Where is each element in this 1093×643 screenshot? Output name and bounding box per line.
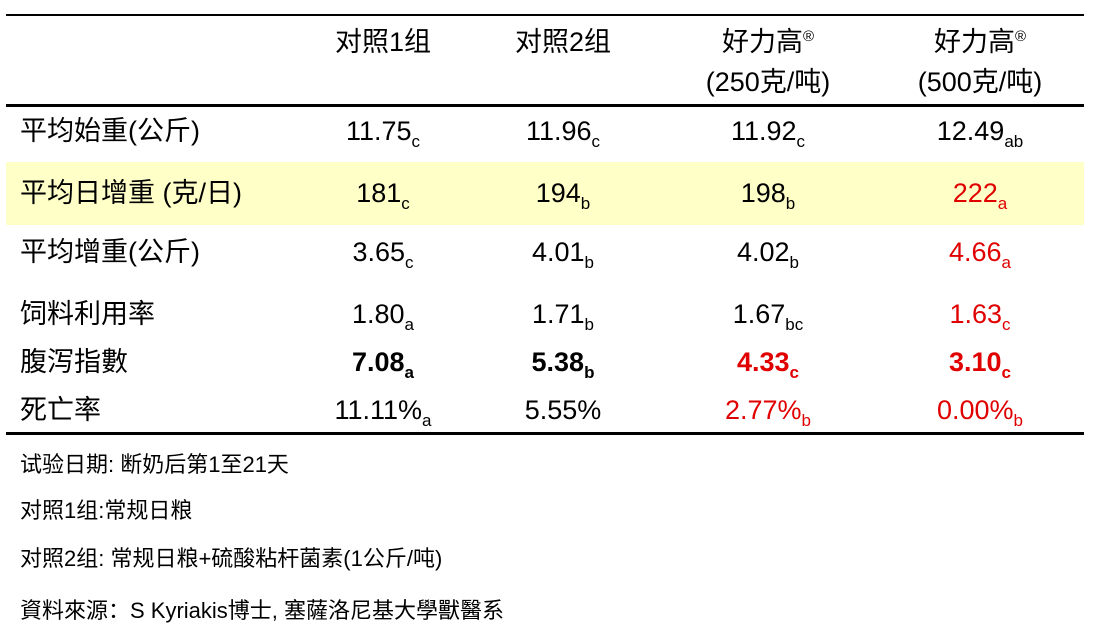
- table-cell: 4.02b: [736, 237, 800, 272]
- header-product-name: 好力高: [721, 27, 803, 57]
- table-cell: 11.75c: [345, 116, 421, 151]
- table-top-rule: [6, 14, 1084, 16]
- table-cell: 12.49ab: [936, 116, 1024, 151]
- table-cell: 1.71b: [531, 299, 595, 334]
- header-product-dose: (250克/吨): [705, 67, 831, 97]
- table-cell: 2.77%b: [724, 395, 812, 430]
- row-label-total-gain: 平均增重(公斤): [20, 237, 200, 267]
- table-cell: 5.38b: [531, 347, 595, 382]
- registered-mark: ®: [802, 28, 815, 45]
- table-cell: 1.63c: [949, 299, 1011, 334]
- header-product-250: 好力高® (250克/吨): [706, 22, 831, 102]
- table-cell: 194b: [535, 178, 591, 213]
- table-cell: 7.08a: [351, 347, 415, 382]
- table-cell: 11.11%a: [334, 395, 432, 430]
- row-label-mortality: 死亡率: [20, 395, 101, 425]
- table-cell: 222a: [952, 178, 1008, 213]
- table-cell: 11.92c: [730, 116, 806, 151]
- row-label-initial-weight: 平均始重(公斤): [20, 116, 200, 146]
- header-bottom-rule: [6, 104, 1084, 107]
- note-control-group-1: 对照1组:常规日粮: [20, 498, 193, 523]
- table-cell: 4.66a: [948, 237, 1012, 272]
- note-source: 資料來源：S Kyriakis博士, 塞薩洛尼基大學獸醫系: [20, 598, 505, 623]
- table-cell: 4.01b: [531, 237, 595, 272]
- table-cell: 3.65c: [352, 237, 414, 272]
- table-cell: 198b: [740, 178, 796, 213]
- row-label-diarrhea-index: 腹泻指數: [20, 347, 128, 377]
- table-cell: 3.10c: [948, 347, 1012, 382]
- header-control-1: 对照1组: [334, 27, 432, 57]
- table-cell: 11.96c: [525, 116, 601, 151]
- table-cell: 1.80a: [351, 299, 415, 334]
- row-label-daily-gain: 平均日增重 (克/日): [20, 178, 242, 208]
- table-cell: 5.55%: [524, 395, 602, 425]
- highlight-row-band: [6, 162, 1084, 225]
- table-cell: 4.33c: [736, 347, 800, 382]
- header-product-name: 好力高: [933, 27, 1015, 57]
- table-bottom-rule: [6, 432, 1084, 435]
- header-control-2: 对照2组: [514, 27, 612, 57]
- table-cell: 0.00%b: [936, 395, 1024, 430]
- note-control-group-2: 对照2组: 常规日粮+硫酸粘杆菌素(1公斤/吨): [20, 546, 443, 571]
- header-product-dose: (500克/吨): [917, 67, 1043, 97]
- header-product-500: 好力高® (500克/吨): [918, 22, 1043, 102]
- row-label-feed-conversion: 饲料利用率: [20, 299, 155, 329]
- table-cell: 1.67bc: [732, 299, 804, 334]
- note-trial-period: 试验日期: 断奶后第1至21天: [20, 452, 289, 477]
- registered-mark: ®: [1014, 28, 1027, 45]
- table-cell: 181c: [356, 178, 410, 213]
